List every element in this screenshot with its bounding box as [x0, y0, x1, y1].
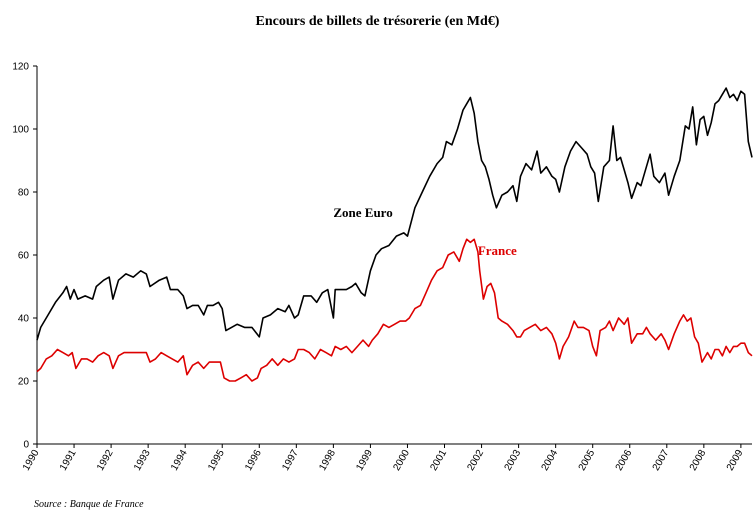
series-labels: Zone Euro France: [333, 205, 517, 258]
x-tick-label: 1999: [354, 448, 375, 473]
series-line-zone-euro: [36, 87, 753, 341]
x-tick-label: 1994: [169, 448, 190, 473]
x-tick-label: 1992: [95, 448, 116, 473]
x-tick-label: 2001: [428, 448, 449, 473]
y-tick-label: 60: [18, 251, 30, 262]
series-lines: [36, 87, 753, 382]
x-tick-label: 1990: [21, 448, 42, 473]
chart-title: Encours de billets de trésorerie (en Md€…: [255, 14, 500, 29]
x-tick-label: 2003: [503, 448, 524, 473]
y-tick-label: 100: [12, 125, 29, 136]
x-tick-label: 1993: [132, 448, 153, 473]
y-tick-label: 0: [23, 440, 29, 451]
y-tick-label: 40: [18, 314, 30, 325]
y-tick-label: 20: [18, 377, 30, 388]
x-tick-label: 1995: [206, 448, 227, 473]
source-note: Source : Banque de France: [34, 499, 144, 510]
series-label: Zone Euro: [333, 205, 392, 220]
axes: 0 20 40 60 80 100 120 1990 1991 1992 1993 1994 1995 1…: [12, 62, 752, 473]
x-tick-label: 2008: [688, 448, 709, 473]
x-tick-label: 1997: [280, 448, 301, 473]
x-tick-label: 2005: [577, 448, 598, 473]
x-tick-label: 1996: [243, 448, 264, 473]
x-tick-label: 1991: [58, 448, 79, 473]
x-tick-label: 2002: [466, 448, 487, 473]
y-tick-label: 120: [12, 62, 29, 73]
x-tick-label: 1998: [317, 448, 338, 473]
series-label: France: [478, 243, 517, 258]
y-tick-label: 80: [18, 188, 30, 199]
x-tick-label: 2007: [651, 448, 672, 473]
x-tick-label: 2000: [391, 448, 412, 473]
x-tick-label: 2006: [614, 448, 635, 473]
x-tick-label: 2009: [725, 448, 746, 473]
x-tick-label: 2004: [540, 448, 561, 473]
series-line-france: [36, 238, 753, 382]
